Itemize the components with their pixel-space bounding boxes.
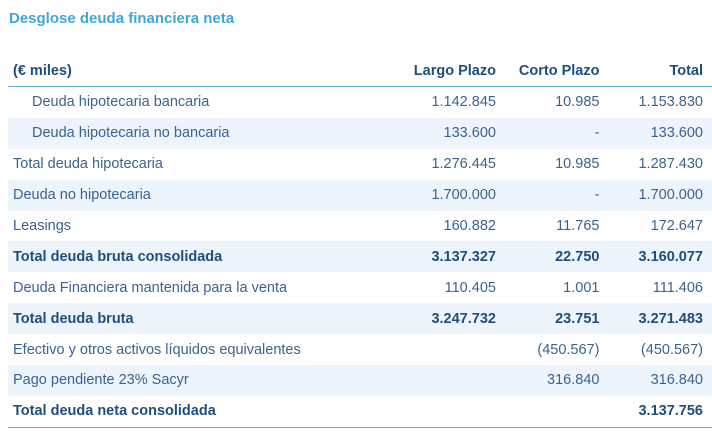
table-row: Efectivo y otros activos líquidos equiva… <box>8 334 712 365</box>
debt-breakdown-table: (€ miles) Largo Plazo Corto Plazo Total … <box>8 56 712 428</box>
cell-corto-plazo: 11.765 <box>556 218 600 234</box>
table-row: Total deuda bruta 3.247.732 23.751 3.271.48… <box>8 303 712 335</box>
row-label: Efectivo y otros activos líquidos equiva… <box>13 341 301 358</box>
cell-largo-plazo: 160.882 <box>443 218 496 234</box>
cell-largo-plazo: 110.405 <box>444 279 496 296</box>
cell-total: 1.700.000 <box>599 179 712 211</box>
cell-corto-plazo: 22.750 <box>495 241 600 273</box>
table-header-row: (€ miles) Largo Plazo Corto Plazo Total <box>8 56 712 87</box>
cell-largo-plazo <box>399 334 496 365</box>
cell-corto-plazo: 10.985 <box>555 156 600 173</box>
cell-corto-plazo: 316.840 <box>495 365 600 396</box>
cell-total: 3.137.756 <box>599 395 712 428</box>
row-label: Deuda no hipotecaria <box>8 179 400 211</box>
row-label: Pago pendiente 23% Sacyr <box>8 365 400 396</box>
row-label: Total deuda hipotecaria <box>13 156 163 173</box>
cell-corto-plazo: (450.567) <box>537 341 600 358</box>
cell-largo-plazo: 3.247.732 <box>399 303 496 335</box>
cell-corto-plazo <box>495 395 600 428</box>
cell-total: 1.287.430 <box>638 156 703 173</box>
table-row: Deuda Financiera mantenida para la venta… <box>8 272 712 303</box>
cell-total: 3.160.077 <box>599 241 712 273</box>
row-label: Total deuda neta consolidada <box>8 395 400 428</box>
cell-total: 3.271.483 <box>599 303 712 335</box>
cell-largo-plazo <box>399 365 496 396</box>
cell-total: 1.153.830 <box>638 94 703 111</box>
cell-corto-plazo: 23.751 <box>495 303 600 335</box>
header-largo-plazo: Largo Plazo <box>399 56 496 87</box>
cell-largo-plazo: 1.700.000 <box>399 179 496 211</box>
cell-corto-plazo: 1.001 <box>563 279 600 296</box>
row-label: Deuda hipotecaria no bancaria <box>8 117 400 149</box>
table-row: Total deuda neta consolidada 3.137.756 <box>8 395 712 428</box>
cell-total: 133.600 <box>599 117 712 149</box>
cell-largo-plazo: 1.276.445 <box>431 156 496 173</box>
cell-total: (450.567) <box>640 341 703 358</box>
cell-corto-plazo: - <box>495 179 600 211</box>
header-total: Total <box>599 56 712 87</box>
table-row: Deuda hipotecaria bancaria 1.142.845 10.98… <box>8 87 712 118</box>
cell-largo-plazo: 3.137.327 <box>399 241 496 273</box>
cell-corto-plazo: - <box>495 117 600 149</box>
cell-largo-plazo: 1.142.845 <box>431 94 496 111</box>
table-row: Pago pendiente 23% Sacyr 316.840 316.840 <box>8 365 712 396</box>
table-row: Deuda no hipotecaria 1.700.000-1.700.000 <box>8 179 712 211</box>
cell-total: 316.840 <box>599 365 712 396</box>
cell-largo-plazo: 133.600 <box>399 117 496 149</box>
row-label: Leasings <box>13 218 72 234</box>
cell-total: 111.406 <box>652 279 703 296</box>
cell-largo-plazo <box>399 395 496 428</box>
table-row: Deuda hipotecaria no bancaria 133.600-133… <box>8 117 712 149</box>
header-units: (€ miles) <box>8 56 400 87</box>
cell-corto-plazo: 10.985 <box>555 94 600 111</box>
header-corto-plazo: Corto Plazo <box>495 56 600 87</box>
table-row: Total deuda hipotecaria 1.276.445 10.985 1.… <box>8 149 712 180</box>
row-label: Total deuda bruta <box>8 303 400 335</box>
row-label: Deuda hipotecaria bancaria <box>32 94 210 111</box>
table-title: Desglose deuda financiera neta <box>9 10 235 27</box>
table-row: Total deuda bruta consolidada 3.137.327 22… <box>8 241 712 273</box>
row-label: Total deuda bruta consolidada <box>8 241 400 273</box>
table-row: Leasings 160.882 11.765 172.647 <box>8 211 712 242</box>
row-label: Deuda Financiera mantenida para la venta <box>13 279 288 296</box>
cell-total: 172.647 <box>650 218 703 234</box>
